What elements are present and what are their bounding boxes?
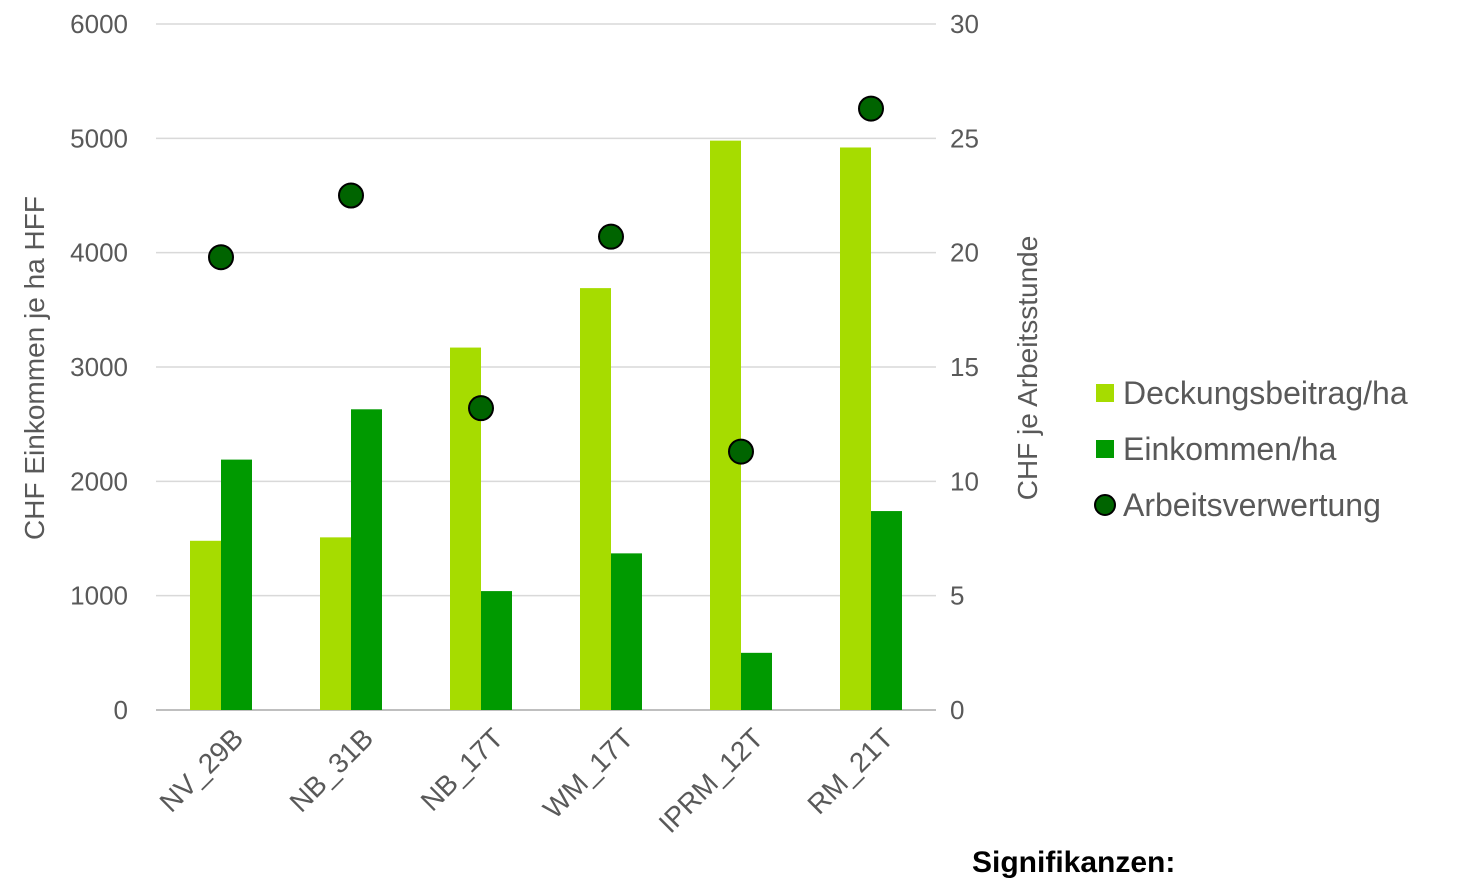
x-tick-label: WM_17T: [537, 722, 639, 824]
gridlines: [156, 24, 936, 710]
y2-axis-title: CHF je Arbeitsstunde: [1012, 236, 1043, 501]
footnote: Signifikanzen:: [972, 846, 1175, 879]
point-arbeitsverwertung: [339, 184, 363, 208]
y2-tick-label: 30: [950, 9, 979, 39]
bar-einkommen: [221, 460, 252, 710]
x-tick-label: NV_29B: [154, 722, 250, 818]
bar-deckungsbeitrag: [320, 537, 351, 710]
legend-label: Einkommen/ha: [1123, 431, 1337, 467]
point-arbeitsverwertung: [859, 97, 883, 121]
y2-tick-label: 15: [950, 352, 979, 382]
y-tick-label: 5000: [70, 123, 128, 153]
bar-deckungsbeitrag: [840, 147, 871, 710]
point-arbeitsverwertung: [729, 440, 753, 464]
bars: [190, 141, 902, 710]
x-tick-label: NB_17T: [415, 722, 510, 817]
y2-tick-label: 20: [950, 238, 979, 268]
bar-deckungsbeitrag: [580, 288, 611, 710]
x-tick-label: RM_21T: [801, 722, 899, 820]
bar-deckungsbeitrag: [190, 541, 221, 710]
y-tick-label: 1000: [70, 581, 128, 611]
points: [209, 97, 883, 464]
bar-einkommen: [871, 511, 902, 710]
y2-tick-label: 0: [950, 695, 964, 725]
bar-einkommen: [481, 591, 512, 710]
bar-einkommen: [741, 653, 772, 710]
y-tick-label: 4000: [70, 238, 128, 268]
y-tick-label: 0: [114, 695, 128, 725]
y-tick-label: 3000: [70, 352, 128, 382]
y-axis-title: CHF Einkommen je ha HFF: [19, 196, 50, 540]
legend-swatch: [1096, 440, 1114, 458]
bar-deckungsbeitrag: [710, 141, 741, 710]
bar-einkommen: [611, 553, 642, 710]
point-arbeitsverwertung: [469, 396, 493, 420]
bar-einkommen: [351, 409, 382, 710]
point-arbeitsverwertung: [209, 245, 233, 269]
y2-tick-label: 5: [950, 581, 964, 611]
legend: Deckungsbeitrag/ha Einkommen/ha Arbeitsver…: [1095, 375, 1408, 523]
y2-tick-label: 10: [950, 466, 979, 496]
y-tick-label: 6000: [70, 9, 128, 39]
point-arbeitsverwertung: [599, 225, 623, 249]
y-tick-label: 2000: [70, 466, 128, 496]
legend-label: Deckungsbeitrag/ha: [1123, 375, 1408, 411]
y2-tick-label: 25: [950, 123, 979, 153]
legend-marker: [1095, 495, 1115, 515]
legend-label: Arbeitsverwertung: [1123, 487, 1381, 523]
x-tick-label: NB_31B: [284, 722, 380, 818]
legend-swatch: [1096, 384, 1114, 402]
x-tick-label: IPRM_12T: [653, 722, 770, 839]
